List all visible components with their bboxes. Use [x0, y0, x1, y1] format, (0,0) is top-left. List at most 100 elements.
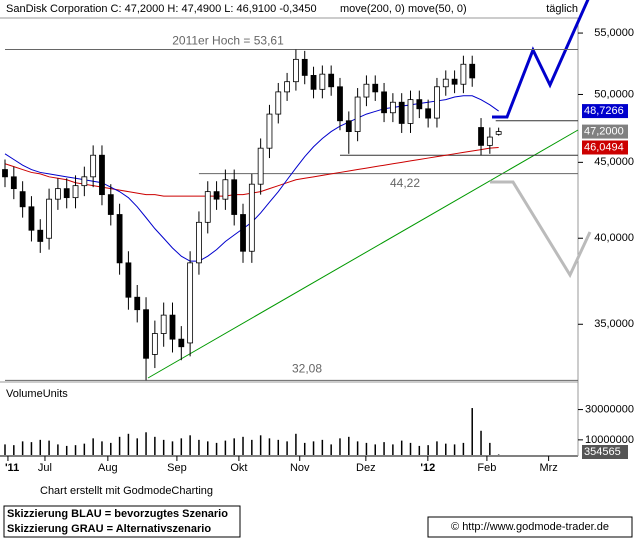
candle-body: [90, 154, 97, 178]
candle-body: [381, 91, 387, 114]
volume-bar: [251, 439, 253, 455]
x-tick-label: Mrz: [539, 462, 557, 474]
x-tick-label: '12: [420, 462, 435, 474]
volume-bar: [295, 433, 297, 455]
candle-body: [143, 309, 149, 359]
candle-body: [416, 99, 423, 110]
candle-body: [257, 147, 264, 185]
x-tick-label: Aug: [98, 462, 118, 474]
volume-bar: [277, 439, 280, 455]
candle-body: [407, 99, 414, 124]
volume-bar: [303, 442, 306, 455]
volume-bar: [489, 442, 491, 455]
volume-bar: [418, 445, 421, 455]
candle-body: [19, 191, 26, 208]
x-tick-label: Jul: [38, 462, 52, 474]
volume-bar: [436, 441, 438, 455]
volume-bar: [286, 441, 288, 455]
volume-bar: [180, 438, 183, 455]
candle-body: [363, 83, 370, 98]
candle-body: [328, 73, 335, 88]
level-label: 32,08: [292, 362, 322, 376]
candle-body: [310, 75, 317, 90]
volume-bar: [198, 439, 200, 455]
volume-bar: [48, 440, 50, 455]
volume-bar: [39, 439, 42, 455]
volume-bar: [215, 442, 218, 455]
candle-body: [478, 127, 484, 146]
y-tick-label: 50,0000: [594, 88, 634, 100]
y-tick-label: 45,0000: [594, 156, 634, 168]
volume-bar: [356, 441, 359, 455]
candle-body: [204, 191, 211, 223]
copyright[interactable]: © http://www.godmode-trader.de: [451, 521, 609, 533]
volume-bar: [453, 444, 456, 455]
candle-body: [486, 136, 493, 146]
volume-bar: [162, 439, 165, 455]
volume-bar: [321, 439, 324, 455]
x-tick-label: Okt: [230, 462, 247, 474]
volume-bar: [74, 445, 77, 455]
volume-bar: [339, 438, 341, 455]
volume-bar: [365, 442, 368, 455]
candle-body: [469, 63, 476, 79]
copyright-box[interactable]: [427, 516, 633, 538]
volume-bar: [127, 433, 130, 455]
candle-body: [125, 262, 132, 298]
candle-body: [248, 183, 255, 252]
volume-bar: [101, 441, 103, 455]
x-tick-label: Nov: [290, 462, 310, 474]
chart-title: SanDisk Corporation C: 47,2000 H: 47,490…: [6, 3, 317, 15]
price-box-label: 46,0494: [584, 141, 624, 153]
volume-bar: [462, 442, 465, 455]
candle-body: [213, 191, 220, 200]
candle-body: [372, 83, 379, 93]
volume-bar: [110, 442, 112, 455]
title-line: SanDisk Corporation C: 47,2000 H: 47,490…: [6, 3, 467, 15]
candle-body: [266, 113, 273, 149]
y-tick-label: 40,0000: [594, 232, 634, 244]
candle-body: [425, 108, 432, 119]
volume-bar: [13, 445, 15, 455]
chart-background: [0, 0, 636, 478]
volume-bar: [392, 444, 394, 455]
volume-bar: [30, 442, 33, 455]
candle-body: [434, 86, 440, 119]
y-tick-label: 35,0000: [594, 318, 634, 330]
candle-body: [275, 91, 282, 115]
volume-bar: [268, 438, 271, 455]
candle-body: [345, 120, 352, 132]
candle-body: [107, 194, 114, 215]
volume-bar: [497, 454, 500, 455]
candle-body: [28, 206, 35, 231]
price-box: [582, 104, 628, 119]
volume-bar: [445, 443, 447, 455]
candle-body: [10, 176, 17, 190]
candle-body: [337, 86, 343, 122]
price-box-label: 47,2000: [584, 125, 624, 137]
volume-bar: [480, 430, 482, 455]
candle-body: [442, 78, 449, 88]
x-tick-label: '11: [5, 462, 19, 474]
candle-body: [222, 179, 229, 200]
volume-box: [582, 445, 628, 459]
candle-body: [169, 314, 176, 340]
candle-body: [81, 176, 88, 187]
volume-bar: [4, 444, 6, 455]
volume-bar: [400, 440, 403, 455]
volume-bar: [330, 444, 332, 455]
candle-body: [63, 188, 70, 199]
volume-bar: [374, 444, 376, 455]
trend-line: [147, 129, 579, 379]
candle-body: [187, 262, 194, 344]
candle-body: [354, 96, 361, 132]
price-box-label: 48,7266: [584, 105, 624, 117]
candle-body: [160, 314, 167, 334]
volume-label: VolumeUnits: [6, 388, 68, 400]
x-tick-label: Sep: [167, 462, 187, 474]
volume-bar: [83, 443, 86, 455]
candle-body: [2, 169, 8, 178]
volume-bar: [207, 441, 209, 455]
